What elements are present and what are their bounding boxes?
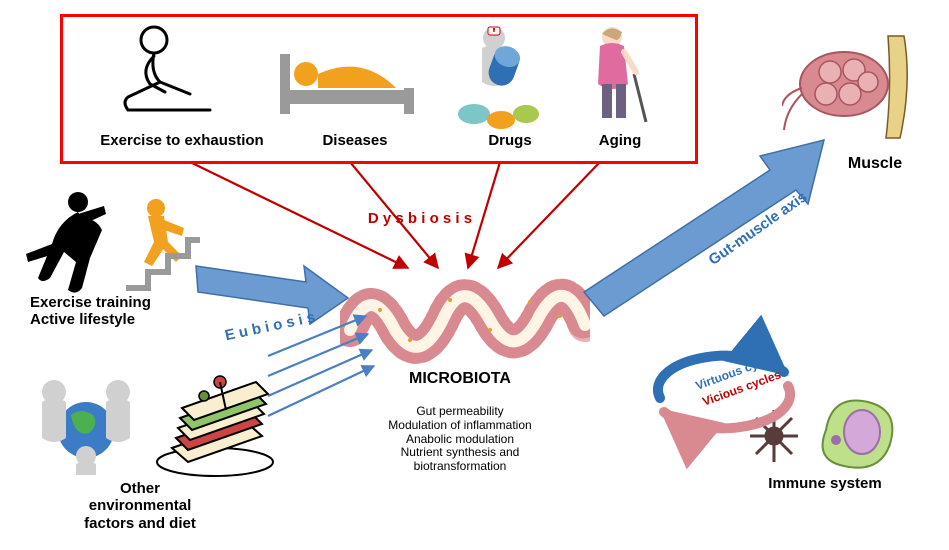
label-immune: Immune system (740, 475, 910, 492)
label-exercise: Exercise training Active lifestyle (30, 294, 200, 329)
label-dysbiosis: D y s b i o s i s (320, 210, 520, 227)
label-aging: Aging (570, 132, 670, 149)
label-microbiota: MICROBIOTA (380, 370, 540, 388)
label-drugs: Drugs (460, 132, 560, 149)
label-micro-desc: Gut permeability Modulation of inflammat… (345, 405, 575, 474)
label-other-env: Other environmental factors and diet (55, 480, 225, 532)
label-diseases: Diseases (295, 132, 415, 149)
label-muscle: Muscle (825, 155, 925, 173)
label-exhaustion: Exercise to exhaustion (82, 132, 282, 149)
